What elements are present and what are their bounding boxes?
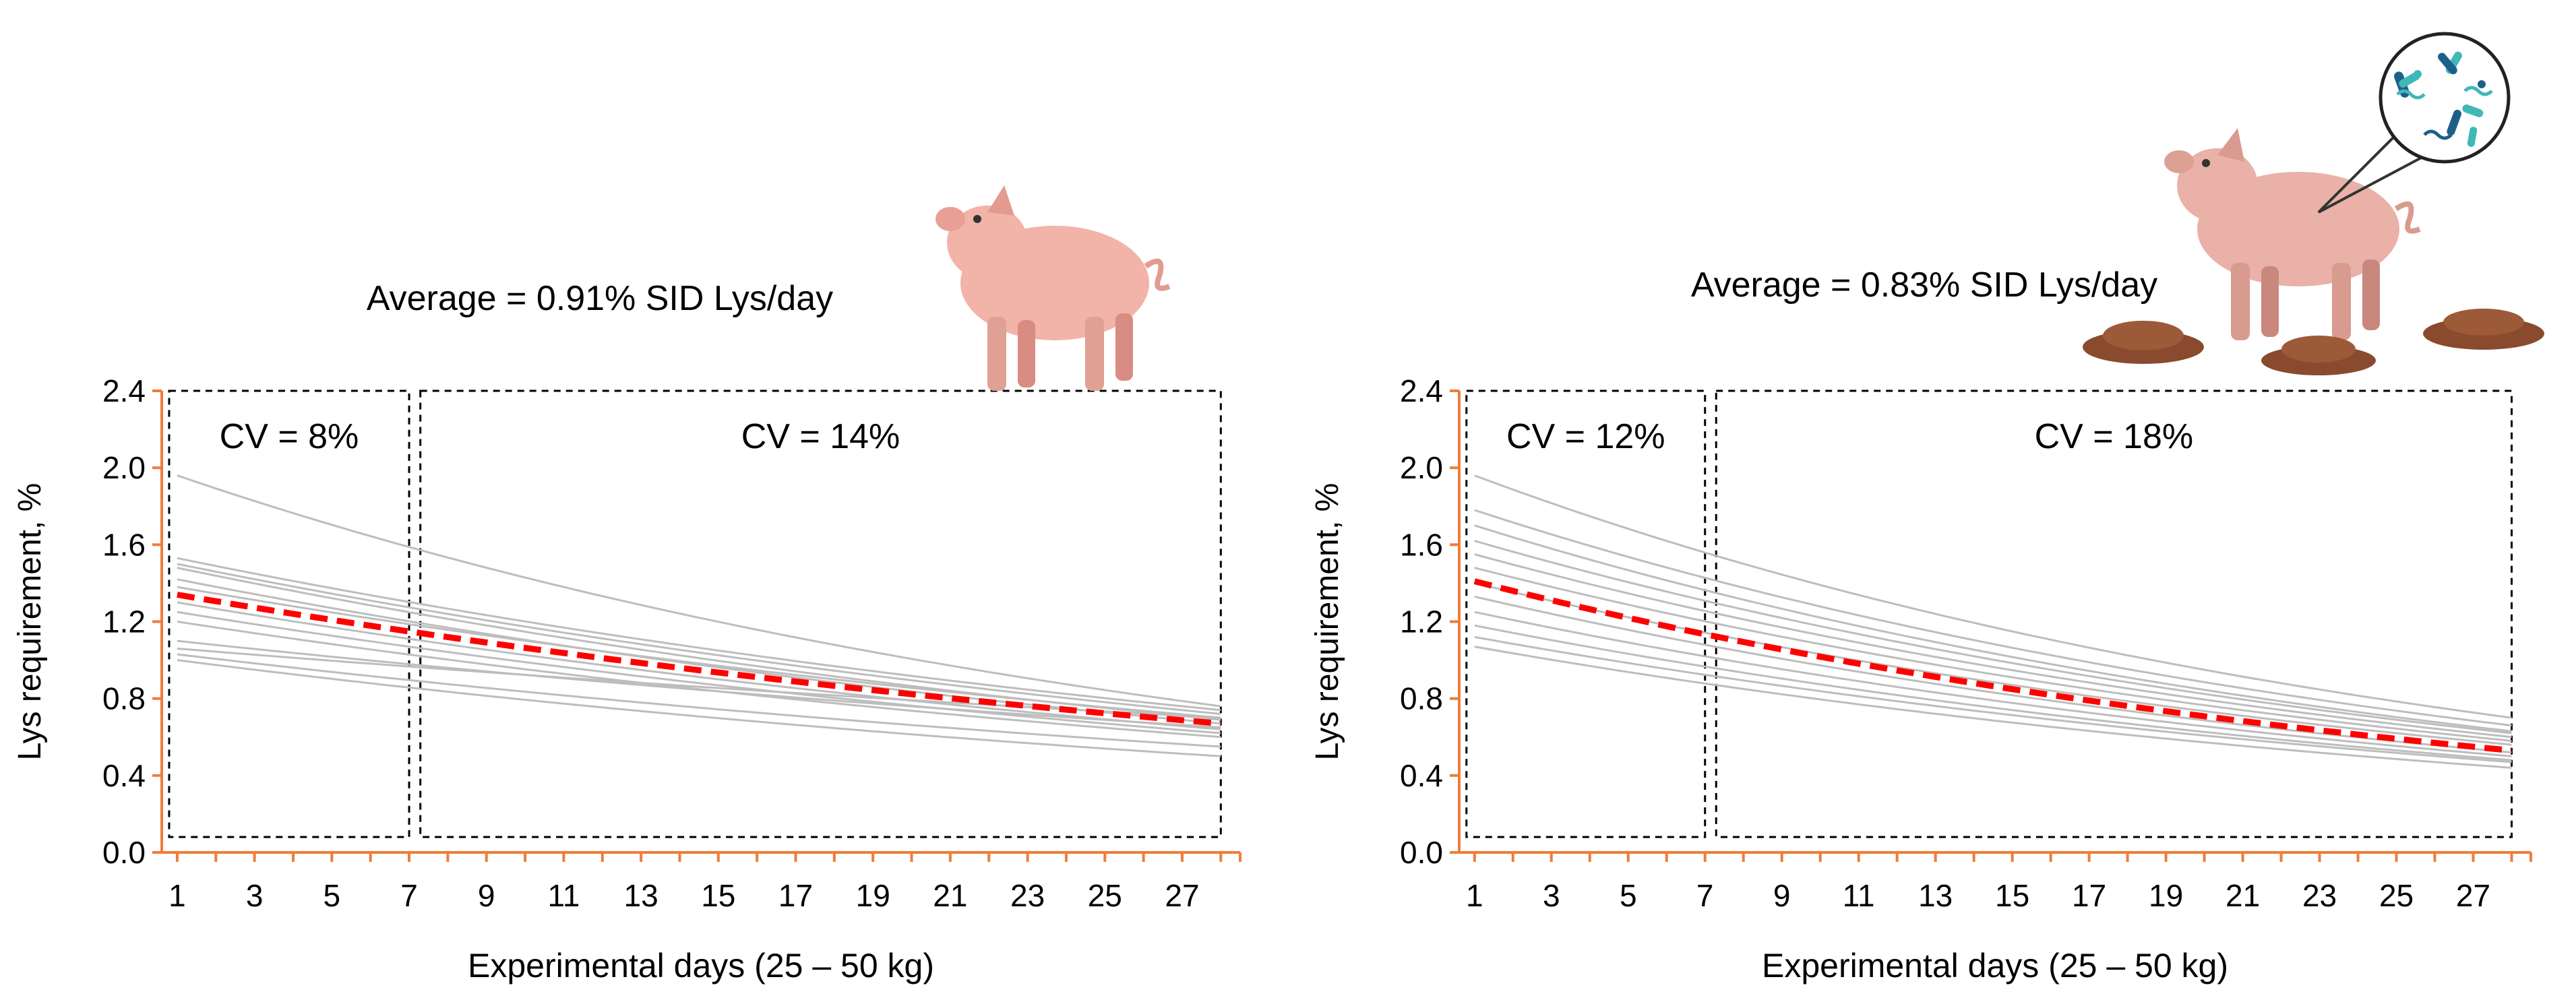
cv-period-box	[168, 389, 410, 838]
x-tick-label: 21	[933, 878, 967, 913]
individual-pig-line	[1474, 635, 2512, 763]
individual-pig-line	[1474, 509, 2512, 727]
x-tick-label: 9	[1773, 878, 1791, 913]
x-tick-label: 25	[2379, 878, 2414, 913]
x-tick-label: 17	[778, 878, 813, 913]
x-tick-label: 3	[246, 878, 264, 913]
y-tick-label: 2.0	[1400, 450, 1443, 485]
y-tick-label: 2.4	[1400, 373, 1443, 408]
cv-period-box	[1465, 389, 1707, 838]
x-tick-label: 7	[1696, 878, 1714, 913]
y-axis-label: Lys requirement, %	[12, 483, 48, 761]
x-tick-label: 1	[1466, 878, 1483, 913]
individual-pig-line	[1474, 611, 2512, 757]
y-axis-label: Lys requirement, %	[1310, 483, 1345, 761]
x-tick-label: 19	[2149, 878, 2183, 913]
cv-label: CV = 14%	[741, 417, 900, 456]
chart-panel-left: Average = 0.91% SID Lys/day Lys requireme…	[12, 279, 1241, 985]
y-tick-label: 1.6	[1400, 527, 1443, 562]
individual-pig-line	[1474, 540, 2512, 735]
x-tick-label: 11	[1843, 878, 1875, 913]
individual-pig-line	[1474, 474, 2512, 719]
x-tick-label: 5	[324, 878, 341, 913]
cv-label: CV = 8%	[220, 417, 359, 456]
y-tick-label: 2.4	[102, 373, 146, 408]
individual-pig-line	[177, 639, 1221, 728]
individual-pig-line	[1474, 524, 2512, 732]
x-tick-label: 15	[1995, 878, 2029, 913]
individual-pig-line	[1474, 553, 2512, 739]
individual-pig-line	[177, 557, 1221, 712]
individual-pig-line	[177, 563, 1221, 715]
x-tick-label: 13	[1918, 878, 1953, 913]
individual-pig-line	[177, 659, 1221, 757]
y-tick-label: 0.8	[102, 681, 146, 716]
y-tick-label: 1.2	[102, 604, 146, 639]
y-tick-label: 0.4	[102, 758, 146, 793]
individual-pig-line	[1474, 646, 2512, 769]
pig-illustration-right	[2164, 128, 2429, 340]
individual-pig-line	[1474, 624, 2512, 761]
x-tick-label: 11	[548, 878, 580, 913]
feces-icon	[2083, 309, 2544, 375]
individual-pig-line	[177, 474, 1221, 708]
x-tick-label: 13	[624, 878, 658, 913]
individual-pig-line	[177, 611, 1221, 735]
individual-pig-line	[1474, 567, 2512, 742]
chart-title: Average = 0.91% SID Lys/day	[367, 279, 833, 318]
y-tick-label: 1.6	[102, 527, 146, 562]
pig-icon	[2164, 128, 2421, 340]
microbiome-icon	[2379, 32, 2511, 164]
y-tick-label: 0.8	[1400, 681, 1443, 716]
x-tick-label: 27	[1165, 878, 1199, 913]
x-tick-label: 1	[168, 878, 186, 913]
x-tick-label: 21	[2226, 878, 2260, 913]
individual-pig-line	[177, 653, 1221, 748]
x-tick-label: 15	[701, 878, 735, 913]
cv-label: CV = 18%	[2035, 417, 2194, 456]
chart-panel-right: Average = 0.83% SID Lys/day Lys requireme…	[1310, 265, 2532, 985]
x-tick-label: 23	[2302, 878, 2337, 913]
x-tick-label: 9	[478, 878, 495, 913]
y-tick-label: 1.2	[1400, 604, 1443, 639]
cv-period-box	[419, 389, 1222, 838]
cv-label: CV = 12%	[1506, 417, 1665, 456]
x-tick-label: 7	[400, 878, 418, 913]
average-requirement-line	[177, 592, 1221, 727]
x-axis-label: Experimental days (25 – 50 kg)	[468, 947, 934, 985]
x-axis-label: Experimental days (25 – 50 kg)	[1762, 947, 2228, 985]
pig-illustration-left	[936, 185, 1171, 391]
individual-pig-line	[177, 578, 1221, 725]
chart-title: Average = 0.83% SID Lys/day	[1691, 265, 2157, 305]
y-tick-label: 0.0	[102, 835, 146, 870]
cv-period-box	[1715, 389, 2513, 838]
average-requirement-line	[1473, 578, 2512, 754]
x-tick-label: 19	[856, 878, 890, 913]
y-tick-label: 0.4	[1400, 758, 1443, 793]
y-tick-label: 0.0	[1400, 835, 1443, 870]
x-tick-label: 25	[1088, 878, 1122, 913]
y-tick-label: 2.0	[102, 450, 146, 485]
x-tick-label: 23	[1010, 878, 1045, 913]
x-tick-label: 17	[2072, 878, 2106, 913]
x-tick-label: 3	[1543, 878, 1560, 913]
x-tick-label: 5	[1620, 878, 1637, 913]
pig-icon	[936, 185, 1171, 391]
individual-pig-line	[177, 601, 1221, 730]
x-tick-label: 27	[2456, 878, 2490, 913]
individual-pig-line	[177, 586, 1221, 719]
